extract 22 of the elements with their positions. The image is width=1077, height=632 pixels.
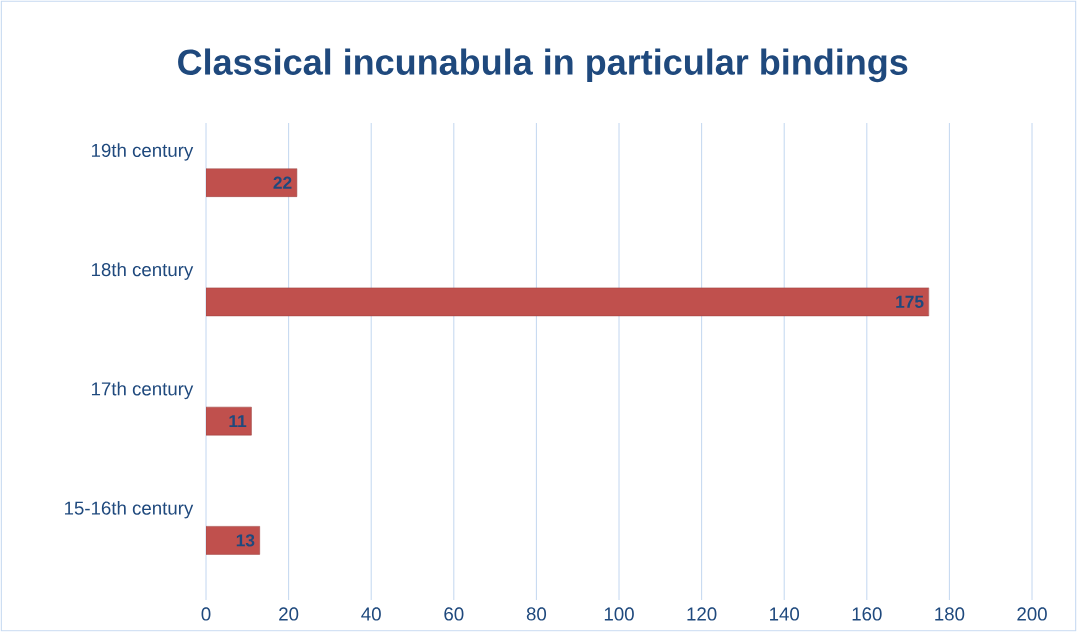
y-tick-label: 19th century: [91, 143, 194, 161]
x-tick-label: 180: [935, 607, 965, 621]
x-tick-label: 20: [279, 607, 299, 621]
data-label: 175: [896, 295, 924, 308]
x-tick-label: 120: [687, 607, 717, 621]
x-tick-label: 80: [526, 607, 547, 621]
bar: [206, 287, 930, 317]
x-tick-label: 40: [361, 607, 381, 621]
x-tick-label: 60: [444, 607, 464, 621]
y-tick-label: 17th century: [91, 381, 194, 400]
y-tick-label: 18th century: [91, 262, 194, 280]
x-tick-label: 0: [201, 607, 211, 621]
data-label: 13: [236, 534, 255, 547]
data-label: 11: [229, 415, 247, 428]
bar: [206, 168, 298, 197]
x-tick-label: 140: [770, 607, 800, 621]
y-tick-label: 15-16th century: [65, 501, 194, 519]
data-label: 22: [273, 176, 292, 189]
x-tick-label: 160: [852, 607, 882, 621]
chart-title: Classical incunabula in particular bindings: [178, 48, 908, 83]
x-tick-label: 200: [1017, 607, 1047, 621]
x-tick-label: 100: [604, 607, 634, 621]
